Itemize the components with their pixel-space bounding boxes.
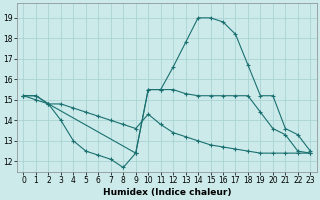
X-axis label: Humidex (Indice chaleur): Humidex (Indice chaleur) bbox=[103, 188, 231, 197]
